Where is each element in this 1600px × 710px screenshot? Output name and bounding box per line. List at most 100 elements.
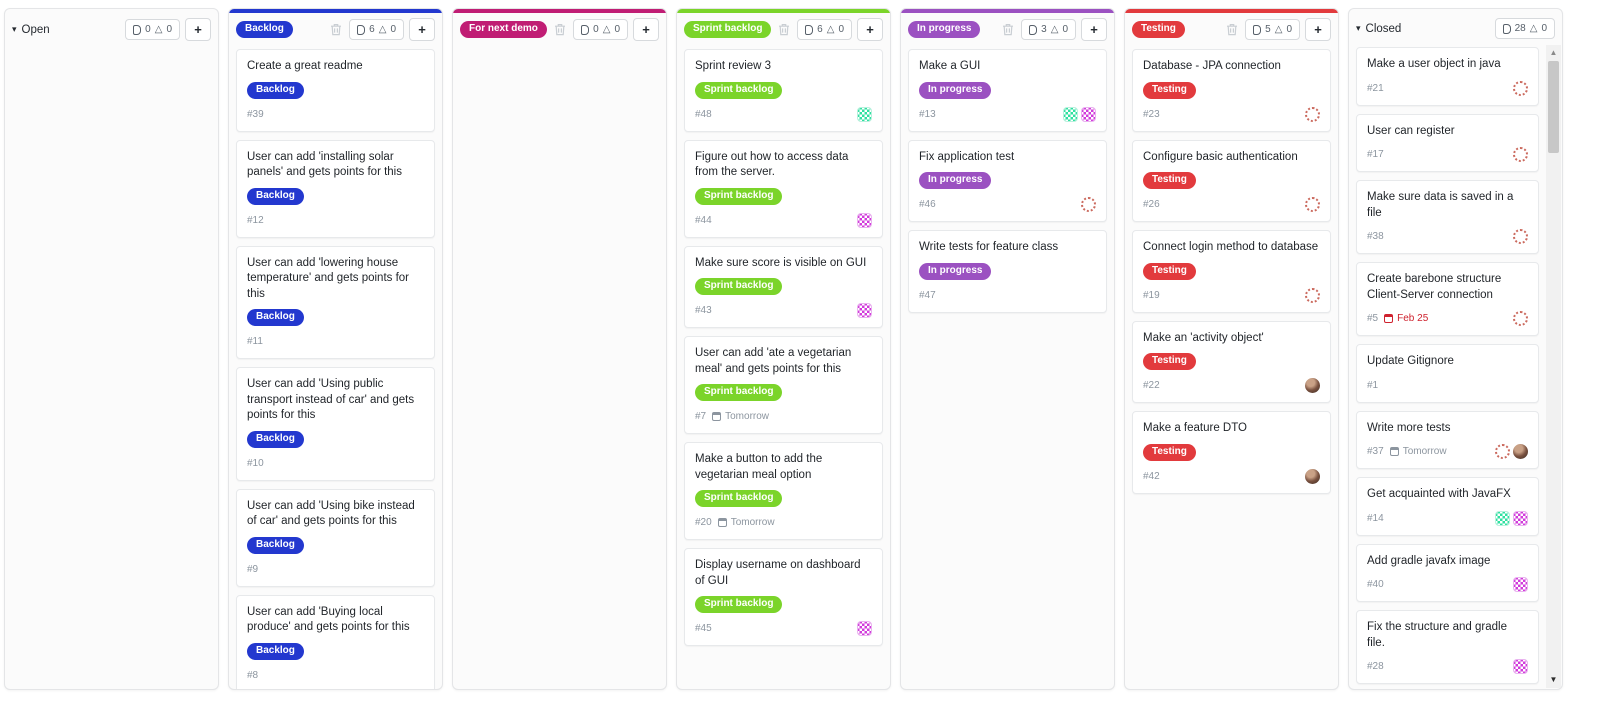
avatar-identicon-red[interactable] bbox=[1305, 197, 1320, 213]
delete-column-button[interactable] bbox=[1224, 23, 1240, 36]
hidden-count-value: 0 bbox=[614, 24, 620, 35]
card[interactable]: Make a user object in java #21 bbox=[1356, 47, 1539, 106]
card-meta: #19 bbox=[1143, 287, 1320, 303]
add-card-button[interactable]: + bbox=[857, 18, 883, 41]
card-counts-badge: 6 △ 0 bbox=[797, 19, 852, 40]
card-number: #23 bbox=[1143, 108, 1160, 120]
scrollbar[interactable]: ▲ ▼ bbox=[1546, 45, 1561, 688]
card[interactable]: Make a feature DTO Testing #42 bbox=[1132, 411, 1331, 494]
add-card-button[interactable]: + bbox=[1305, 18, 1331, 41]
column-header-left: Backlog bbox=[236, 21, 293, 38]
card-meta: #38 bbox=[1367, 229, 1528, 245]
delete-column-button[interactable] bbox=[552, 23, 568, 36]
avatar-photo[interactable] bbox=[1513, 444, 1528, 460]
avatar-identicon-green[interactable] bbox=[857, 106, 872, 122]
card-title: Display username on dashboard of GUI bbox=[695, 559, 861, 587]
card[interactable]: User can add 'lowering house temperature… bbox=[236, 245, 435, 360]
card[interactable]: Create barebone structure Client-Server … bbox=[1356, 262, 1539, 337]
delete-column-button[interactable] bbox=[1000, 23, 1016, 36]
avatar-identicon-red[interactable] bbox=[1081, 197, 1096, 213]
card[interactable]: Fix application test In progress #46 bbox=[908, 139, 1107, 223]
column-header-for-next-demo: For next demo 0 △ 0 + bbox=[453, 9, 666, 47]
card-meta: #23 bbox=[1143, 106, 1320, 122]
card-title: Write tests for feature class bbox=[919, 241, 1059, 254]
avatar-identicon-red[interactable] bbox=[1513, 147, 1528, 163]
avatar-identicon-red[interactable] bbox=[1513, 311, 1528, 327]
card[interactable]: Fix the structure and gradle file. #28 bbox=[1356, 610, 1539, 685]
card[interactable]: User can add 'Buying local produce' and … bbox=[236, 594, 435, 689]
card-title: Fix application test bbox=[919, 150, 1015, 163]
column-accent-bar bbox=[1125, 9, 1338, 13]
avatar-photo[interactable] bbox=[1305, 468, 1320, 484]
avatar-identicon-magenta[interactable] bbox=[857, 303, 872, 319]
column-title: Closed bbox=[1365, 22, 1402, 35]
card[interactable]: User can add 'ate a vegetarian meal' and… bbox=[684, 336, 883, 435]
column-collapse-toggle[interactable]: ▾ Closed bbox=[1356, 23, 1401, 35]
card-label-pill: In progress bbox=[919, 81, 992, 99]
card[interactable]: Make a GUI In progress #13 bbox=[908, 49, 1107, 132]
card[interactable]: Display username on dashboard of GUI Spri… bbox=[684, 548, 883, 647]
avatar-identicon-red[interactable] bbox=[1305, 287, 1320, 303]
avatar-identicon-green[interactable] bbox=[1495, 510, 1510, 526]
column-header-right: 6 △ 0 + bbox=[328, 18, 435, 41]
card[interactable]: Add gradle javafx image #40 bbox=[1356, 543, 1539, 603]
assignee-avatars bbox=[1305, 378, 1320, 394]
card[interactable]: Update Gitignore #1 bbox=[1356, 344, 1539, 403]
assignee-avatars bbox=[1063, 106, 1096, 122]
card[interactable]: Sprint review 3 Sprint backlog #48 bbox=[684, 49, 883, 132]
card-label-pill: Backlog bbox=[247, 81, 304, 99]
column-collapse-toggle[interactable]: ▾ Open bbox=[12, 24, 50, 36]
card[interactable]: User can add 'Using public transport ins… bbox=[236, 367, 435, 481]
card[interactable]: Make sure data is saved in a file #38 bbox=[1356, 180, 1539, 255]
avatar-identicon-magenta[interactable] bbox=[857, 621, 872, 637]
card[interactable]: Get acquainted with JavaFX #14 bbox=[1356, 477, 1539, 536]
assignee-avatars bbox=[1305, 287, 1320, 303]
card[interactable]: Database - JPA connection Testing #23 bbox=[1132, 49, 1331, 132]
due-date-text: Tomorrow bbox=[1402, 446, 1447, 458]
card[interactable]: Create a great readme Backlog #39 bbox=[236, 49, 435, 132]
delete-column-button[interactable] bbox=[328, 23, 344, 36]
hidden-count-icon: △ bbox=[1050, 23, 1059, 35]
avatar-identicon-magenta[interactable] bbox=[1081, 106, 1096, 122]
card-number: #20 bbox=[695, 517, 712, 529]
column-accent-bar bbox=[453, 9, 666, 13]
card[interactable]: Connect login method to database Testing #… bbox=[1132, 230, 1331, 313]
card[interactable]: Make sure score is visible on GUI Sprint … bbox=[684, 245, 883, 329]
avatar-identicon-magenta[interactable] bbox=[1513, 659, 1528, 675]
delete-column-button[interactable] bbox=[776, 23, 792, 36]
column-label-pill: For next demo bbox=[460, 21, 547, 38]
avatar-identicon-green[interactable] bbox=[1063, 106, 1078, 122]
scroll-down-arrow-icon[interactable]: ▼ bbox=[1549, 675, 1558, 684]
card-meta: #8 bbox=[247, 668, 424, 683]
card[interactable]: Make an 'activity object' Testing #22 bbox=[1132, 320, 1331, 404]
avatar-photo[interactable] bbox=[1305, 378, 1320, 394]
avatar-identicon-magenta[interactable] bbox=[1513, 510, 1528, 526]
card-title: Sprint review 3 bbox=[695, 60, 772, 72]
column-closed: ▾ Closed 28 △ 0 Make a user object in java #21… bbox=[1348, 8, 1563, 690]
card-number: #14 bbox=[1367, 512, 1384, 524]
card[interactable]: Write tests for feature class In progress… bbox=[908, 230, 1107, 313]
avatar-identicon-magenta[interactable] bbox=[857, 212, 872, 228]
avatar-identicon-red[interactable] bbox=[1513, 80, 1528, 96]
trash-icon bbox=[1002, 24, 1014, 39]
card[interactable]: User can add 'installing solar panels' a… bbox=[236, 139, 435, 238]
card[interactable]: Make a button to add the vegetarian meal… bbox=[684, 442, 883, 541]
card[interactable]: User can register #17 bbox=[1356, 113, 1539, 173]
add-card-button[interactable]: + bbox=[1081, 18, 1107, 41]
card-meta: #10 bbox=[247, 456, 424, 471]
card[interactable]: User can add 'Using bike instead of car'… bbox=[236, 488, 435, 587]
avatar-identicon-red[interactable] bbox=[1495, 444, 1510, 460]
card[interactable]: Configure basic authentication Testing #26 bbox=[1132, 139, 1331, 223]
add-card-button[interactable]: + bbox=[409, 18, 435, 41]
scroll-up-arrow-icon[interactable]: ▲ bbox=[1549, 48, 1558, 57]
scrollbar-thumb[interactable] bbox=[1548, 61, 1559, 153]
avatar-identicon-red[interactable] bbox=[1513, 229, 1528, 245]
card-title: User can add 'Using public transport ins… bbox=[247, 378, 415, 422]
avatar-identicon-red[interactable] bbox=[1305, 106, 1320, 122]
avatar-identicon-magenta[interactable] bbox=[1513, 577, 1528, 593]
card[interactable]: Figure out how to access data from the s… bbox=[684, 139, 883, 238]
add-card-button[interactable]: + bbox=[185, 18, 211, 41]
card[interactable]: Write more tests #37 Tomorrow bbox=[1356, 410, 1539, 470]
card-label-pill: Sprint backlog bbox=[695, 490, 783, 508]
add-card-button[interactable]: + bbox=[633, 18, 659, 41]
